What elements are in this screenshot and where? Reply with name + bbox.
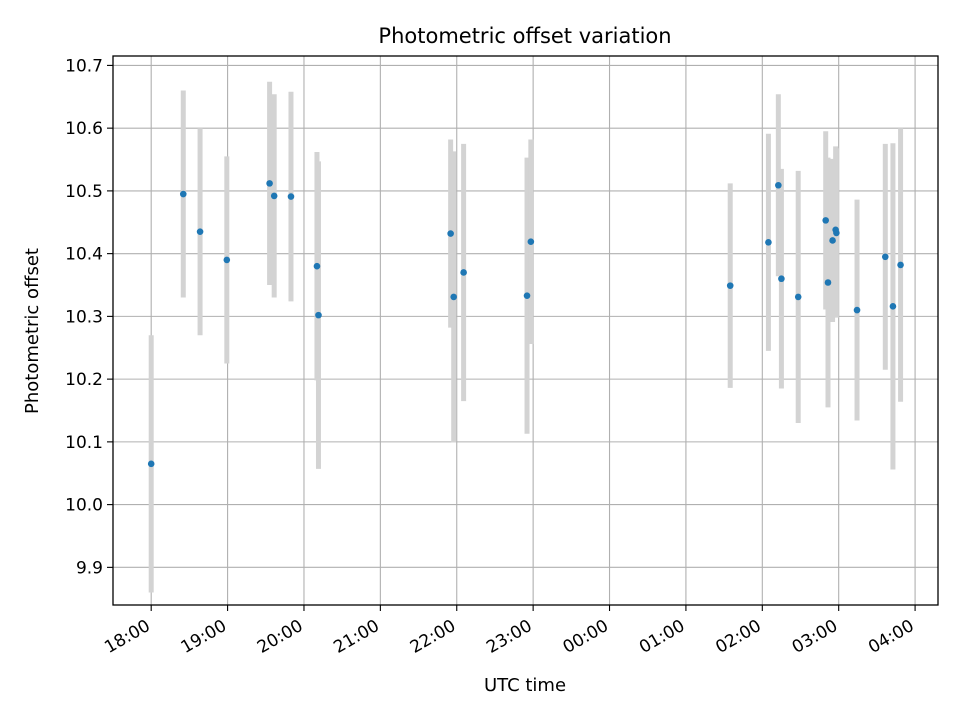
data-point [196,228,204,235]
data-point [775,181,782,189]
data-point [523,292,531,299]
data-point [822,217,830,224]
y-tick-label: 10.4 [65,245,103,265]
y-tick-label: 10.6 [65,119,103,139]
data-point [881,253,889,261]
data-point [315,311,322,319]
data-point [313,262,321,270]
data-point [447,230,454,237]
y-tick-labels: 9.9 10.0 10.1 10.2 10.3 10.4 10.5 10.6 10.7 [65,56,103,578]
data-point [853,306,861,314]
data-point [147,460,155,468]
y-tick-label: 10.1 [65,433,103,453]
data-point [897,261,904,269]
x-axis-label: UTC time [484,675,566,696]
data-point [527,238,535,246]
data-point [726,282,734,289]
data-point [829,237,836,244]
axis-ticks [107,64,916,611]
data-points [147,180,904,468]
y-tick-label: 10.3 [65,307,103,327]
data-point [460,269,467,276]
data-point [179,190,187,198]
data-point [824,279,832,286]
data-point [833,229,840,237]
y-tick-label: 10.7 [65,56,103,76]
y-tick-label: 10.5 [65,182,103,202]
y-tick-label: 10.0 [65,496,103,516]
data-point [889,303,897,310]
data-point [794,293,802,301]
y-tick-label: 10.2 [65,370,103,390]
plot-frame [112,55,939,606]
y-tick-label: 9.9 [76,558,103,578]
y-axis-label: Photometric offset [22,248,43,414]
chart-title: Photometric offset variation [378,24,671,48]
data-point [765,239,772,246]
data-point [266,180,273,187]
data-point [778,275,785,283]
data-point [270,192,278,200]
data-point [287,193,295,200]
data-point [450,293,457,301]
data-point [223,256,231,264]
